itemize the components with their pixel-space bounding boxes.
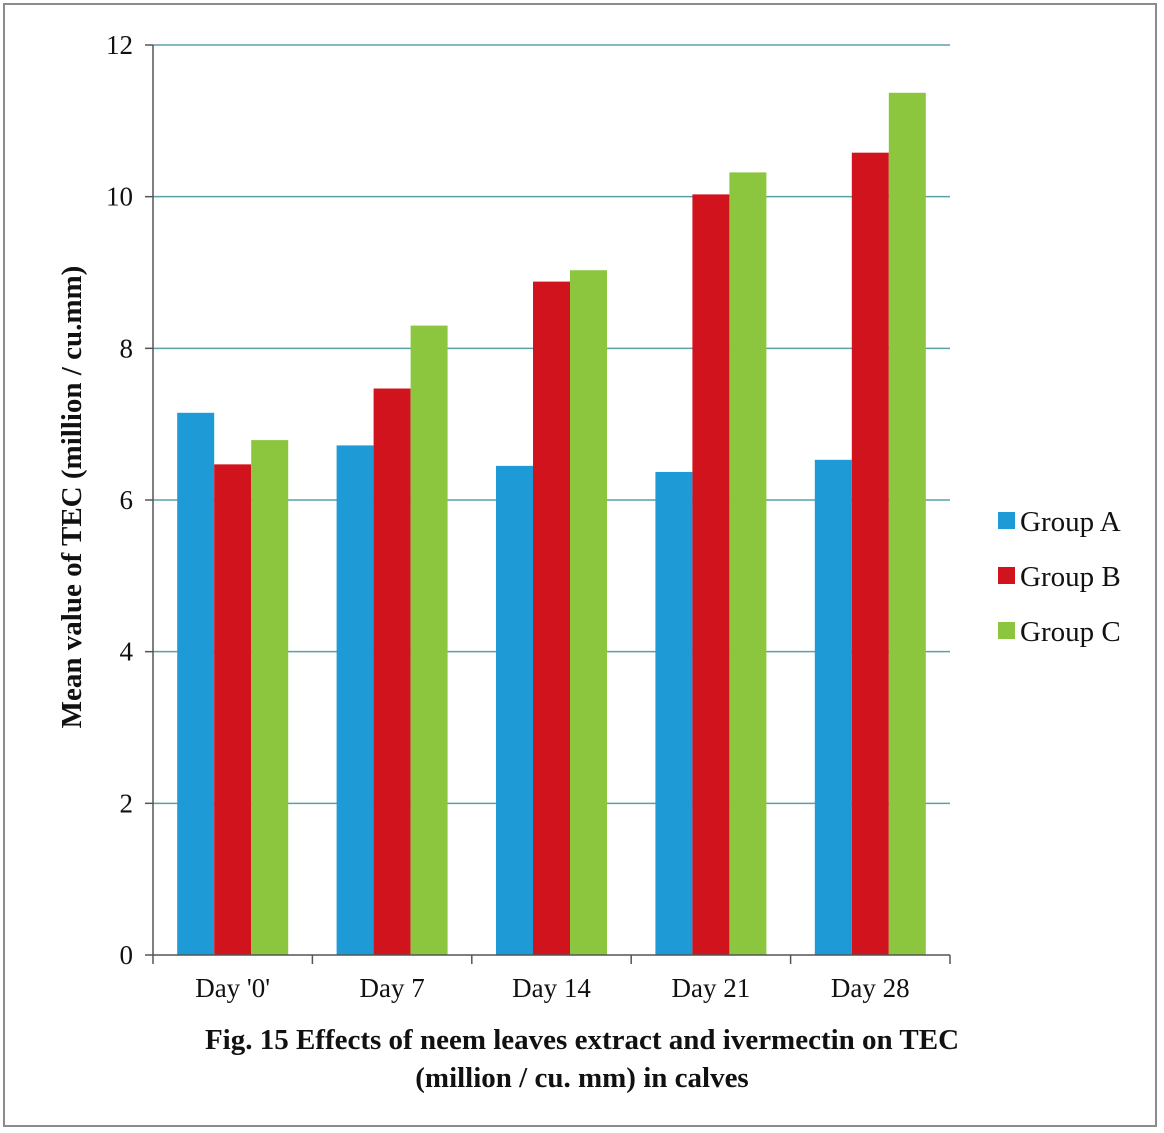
bar-group-b-2 — [533, 281, 570, 956]
bars — [177, 92, 926, 956]
y-tick-label: 12 — [106, 30, 133, 60]
y-tick-label: 10 — [106, 182, 133, 212]
figure-caption: Fig. 15 Effects of neem leaves extract a… — [0, 1021, 1164, 1097]
x-tick-label: Day 21 — [672, 973, 751, 1003]
bar-group-c-3 — [729, 172, 767, 955]
bar-group-c-1 — [410, 325, 448, 955]
y-tick-label: 4 — [120, 637, 134, 667]
bar-group-a-0 — [177, 412, 215, 956]
bar-group-b-3 — [692, 194, 730, 955]
y-axis-label: Mean value of TEC (million / cu.mm) — [56, 266, 88, 729]
legend-swatch — [998, 512, 1015, 529]
y-tick-label: 6 — [120, 485, 134, 515]
y-tick-label: 2 — [120, 788, 134, 818]
bar-group-b-1 — [373, 388, 411, 955]
legend-label: Group A — [1020, 506, 1121, 538]
axes: 0 2 4 6 8 10 12 Day '0' Day 7 Day 14 Day 21 Day 28 — [106, 30, 951, 1003]
bar-group-a-1 — [336, 445, 374, 955]
bar-group-a-4 — [814, 459, 852, 955]
legend-label: Group C — [1020, 616, 1121, 648]
y-tick-label: 8 — [120, 333, 134, 363]
bar-group-b-0 — [214, 464, 252, 955]
bar-group-a-2 — [496, 465, 533, 955]
y-tick-label: 0 — [120, 940, 134, 970]
legend-swatch — [998, 622, 1015, 639]
x-tick-label: Day 7 — [359, 973, 424, 1003]
bar-group-c-2 — [570, 270, 607, 956]
x-tick-label: Day 14 — [512, 973, 591, 1003]
legend: Group A Group B Group C — [998, 506, 1121, 648]
bar-group-c-4 — [888, 92, 926, 955]
legend-swatch — [998, 567, 1015, 584]
bar-group-b-4 — [851, 152, 889, 955]
x-tick-label: Day '0' — [195, 973, 270, 1003]
caption-line-2: (million / cu. mm) in calves — [415, 1062, 749, 1094]
x-tick-label: Day 28 — [831, 973, 910, 1003]
bar-group-a-3 — [655, 471, 693, 955]
bar-group-c-0 — [251, 440, 289, 955]
caption-line-1: Fig. 15 Effects of neem leaves extract a… — [204, 1024, 960, 1056]
legend-label: Group B — [1020, 561, 1121, 593]
